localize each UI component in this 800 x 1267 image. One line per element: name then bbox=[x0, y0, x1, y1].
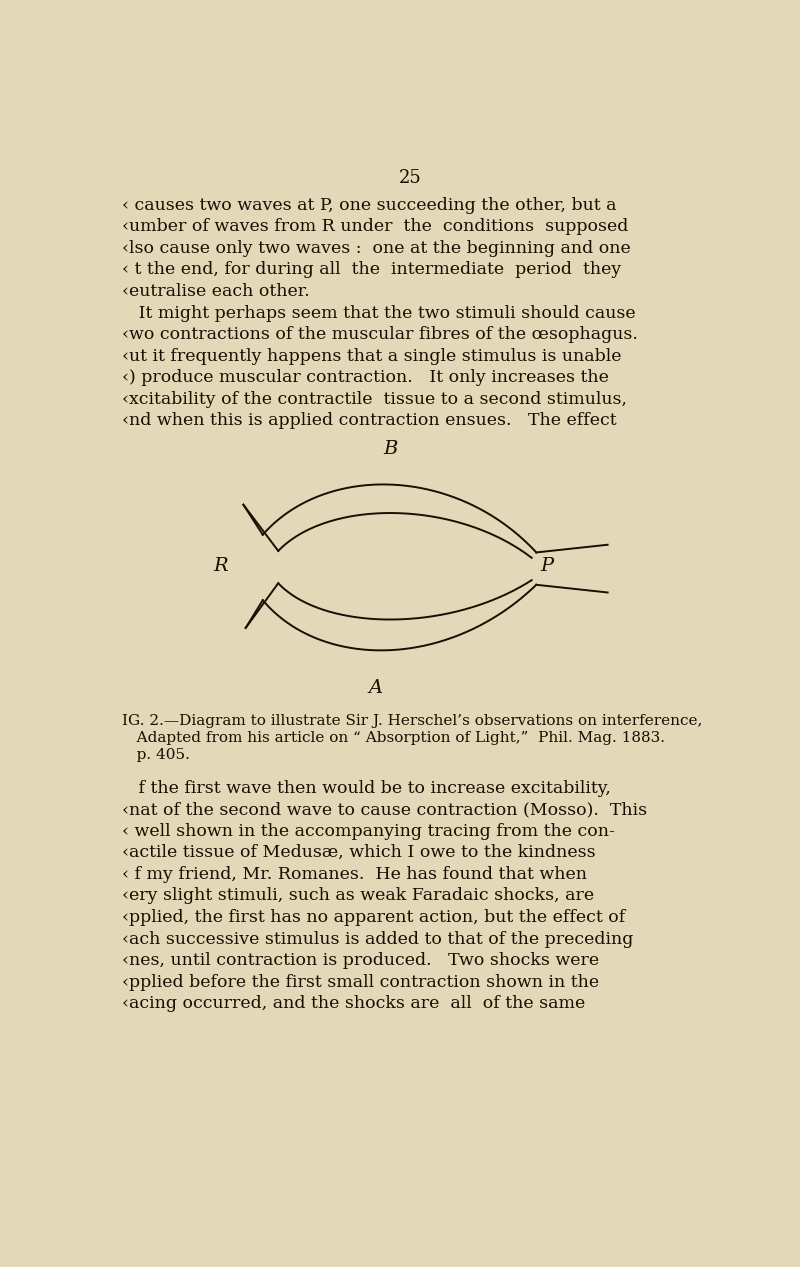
Text: ‹pplied, the first has no apparent action, but the effect of: ‹pplied, the first has no apparent actio… bbox=[122, 908, 625, 926]
Text: B: B bbox=[383, 441, 398, 459]
Text: f the first wave then would be to increase excitability,: f the first wave then would be to increa… bbox=[122, 779, 610, 797]
Text: R: R bbox=[213, 557, 227, 575]
Text: ‹ach successive stimulus is added to that of the preceding: ‹ach successive stimulus is added to tha… bbox=[122, 930, 633, 948]
Text: ‹ f my friend, Mr. Romanes.  He has found that when: ‹ f my friend, Mr. Romanes. He has found… bbox=[122, 865, 586, 883]
Text: ‹xcitability of the contractile  tissue to a second stimulus,: ‹xcitability of the contractile tissue t… bbox=[122, 390, 626, 408]
Text: ‹ well shown in the accompanying tracing from the con-: ‹ well shown in the accompanying tracing… bbox=[122, 822, 614, 840]
Text: ‹wo contractions of the muscular fibres of the œsophagus.: ‹wo contractions of the muscular fibres … bbox=[122, 326, 638, 343]
Text: ‹ causes two waves at P, one succeeding the other, but a: ‹ causes two waves at P, one succeeding … bbox=[122, 196, 616, 214]
Text: ‹nat of the second wave to cause contraction (Mosso).  This: ‹nat of the second wave to cause contrac… bbox=[122, 801, 647, 818]
Text: ‹lso cause only two waves :  one at the beginning and one: ‹lso cause only two waves : one at the b… bbox=[122, 239, 630, 257]
Text: ‹ t the end, for during all  the  intermediate  period  they: ‹ t the end, for during all the intermed… bbox=[122, 261, 621, 279]
Text: Adapted from his article on “ Absorption of Light,”  Phil. Mag. 1883.: Adapted from his article on “ Absorption… bbox=[122, 731, 665, 745]
Text: ‹ery slight stimuli, such as weak Faradaic shocks, are: ‹ery slight stimuli, such as weak Farada… bbox=[122, 887, 594, 905]
Text: IG. 2.—Diagram to illustrate Sir J. Herschel’s observations on interference,: IG. 2.—Diagram to illustrate Sir J. Hers… bbox=[122, 715, 702, 729]
Text: P: P bbox=[540, 557, 554, 575]
Text: ‹acing occurred, and the shocks are  all  of the same: ‹acing occurred, and the shocks are all … bbox=[122, 995, 585, 1012]
Text: ‹eutralise each other.: ‹eutralise each other. bbox=[122, 283, 310, 300]
Text: ‹ut it frequently happens that a single stimulus is unable: ‹ut it frequently happens that a single … bbox=[122, 347, 622, 365]
Text: ‹pplied before the first small contraction shown in the: ‹pplied before the first small contracti… bbox=[122, 973, 599, 991]
Text: ‹nes, until contraction is produced.   Two shocks were: ‹nes, until contraction is produced. Two… bbox=[122, 952, 599, 969]
Text: ‹umber of waves from R under  the  conditions  supposed: ‹umber of waves from R under the conditi… bbox=[122, 218, 628, 236]
Text: ‹nd when this is applied contraction ensues.   The effect: ‹nd when this is applied contraction ens… bbox=[122, 412, 616, 430]
Text: It might perhaps seem that the two stimuli should cause: It might perhaps seem that the two stimu… bbox=[122, 304, 635, 322]
Text: 25: 25 bbox=[398, 169, 422, 188]
Text: ‹) produce muscular contraction.   It only increases the: ‹) produce muscular contraction. It only… bbox=[122, 369, 609, 386]
Text: ‹actile tissue of Medusæ, which I owe to the kindness: ‹actile tissue of Medusæ, which I owe to… bbox=[122, 844, 595, 862]
Text: A: A bbox=[368, 679, 382, 698]
Text: p. 405.: p. 405. bbox=[122, 748, 190, 761]
